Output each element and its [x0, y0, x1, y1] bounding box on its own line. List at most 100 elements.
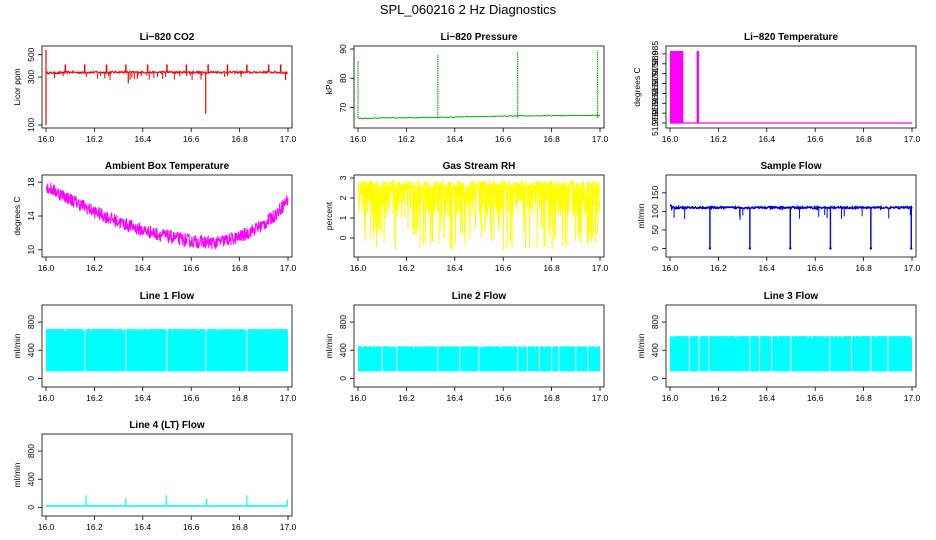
chart-panel-line3: Line 3 Flow 16.0 16.2 16.4 16.6 16.8 17.0 0 400 8…: [624, 287, 924, 403]
y-tick-label: 400: [650, 343, 660, 357]
y-tick-label: 400: [26, 472, 36, 486]
y-axis-label: percent: [324, 201, 334, 230]
chart-svg-co2: Li−820 CO2 16.0 16.2 16.4 16.6 16.8 17.0 100 300…: [12, 32, 297, 144]
data-layer: [46, 329, 288, 372]
dip-point: [869, 247, 873, 250]
chart-svg-line4: Line 4 (LT) Flow 16.0 16.2 16.4 16.6 16.8 17.0…: [12, 420, 297, 532]
x-tick-label: 16.6: [183, 263, 200, 273]
chart-panel-sample: Sample Flow 16.0 16.2 16.4 16.6 16.8 17.0 0 50 10…: [624, 157, 924, 273]
y-axis-label: degrees C: [12, 196, 22, 235]
x-tick-label: 16.4: [447, 263, 464, 273]
y-tick-label: 18: [26, 177, 36, 187]
data-layer: [45, 49, 289, 125]
dip-point: [748, 247, 752, 250]
y-tick-label: 400: [338, 343, 348, 357]
plot-frame: [41, 433, 293, 517]
x-tick-label: 16.2: [86, 393, 103, 403]
x-tick-label: 16.8: [543, 134, 560, 144]
x-tick-label: 16.2: [398, 134, 415, 144]
x-tick-label: 16.8: [231, 393, 248, 403]
x-tick-label: 16.4: [759, 134, 776, 144]
y-tick-label: 51.975: [650, 60, 660, 86]
x-tick-label: 16.8: [855, 263, 872, 273]
x-tick-label: 16.6: [807, 134, 824, 144]
x-tick-label: 17.0: [280, 393, 297, 403]
x-tick-label: 16.0: [662, 263, 679, 273]
data-layer: [45, 182, 289, 250]
chart-svg-temperature: Li−820 Temperature 16.0 16.2 16.4 16.6 16.8 17…: [632, 32, 921, 144]
data-layer: [358, 346, 600, 372]
x-tick-label: 16.0: [662, 393, 679, 403]
y-tick-label: 10: [26, 245, 36, 255]
x-tick-label: 16.4: [447, 393, 464, 403]
chart-title: Sample Flow: [760, 161, 821, 172]
y-axis-label: ml/min: [324, 333, 334, 358]
chart-panel-line1: Line 1 Flow 16.0 16.2 16.4 16.6 16.8 17.0 0 400 8…: [0, 287, 300, 403]
y-axis-label: ml/min: [12, 462, 22, 487]
y-tick-label: 14: [26, 211, 36, 221]
chart-panel-line4: Line 4 (LT) Flow 16.0 16.2 16.4 16.6 16.8 17.0…: [0, 416, 300, 532]
x-tick-label: 16.8: [543, 263, 560, 273]
y-tick-label: 70: [338, 102, 348, 112]
y-tick-label: 0: [26, 376, 36, 381]
x-tick-label: 16.6: [807, 263, 824, 273]
x-tick-label: 16.2: [86, 263, 103, 273]
chart-title: Gas Stream RH: [443, 161, 516, 172]
x-tick-label: 17.0: [904, 263, 921, 273]
x-tick-label: 16.4: [135, 134, 152, 144]
x-tick-label: 17.0: [280, 522, 297, 532]
x-tick-label: 16.4: [759, 263, 776, 273]
x-tick-label: 16.0: [350, 263, 367, 273]
x-tick-label: 16.2: [710, 263, 727, 273]
data-layer: [357, 50, 601, 120]
chart-panel-ambient: Ambient Box Temperature 16.0 16.2 16.4 16.6 1…: [0, 157, 300, 273]
plot-frame: [41, 304, 293, 388]
chart-title: Line 2 Flow: [452, 291, 507, 302]
y-tick-label: 100: [650, 204, 660, 218]
chart-svg-pressure: Li−820 Pressure 16.0 16.2 16.4 16.6 16.8 17.0 7…: [324, 32, 609, 144]
chart-title: Line 3 Flow: [764, 291, 819, 302]
chart-title: Ambient Box Temperature: [105, 161, 230, 172]
y-tick-label: 400: [26, 343, 36, 357]
x-tick-label: 17.0: [592, 393, 609, 403]
x-tick-label: 16.0: [38, 263, 55, 273]
y-tick-label: 80: [338, 73, 348, 83]
plot-frame: [665, 304, 917, 388]
y-tick-label: 100: [26, 118, 36, 132]
plot-frame: [41, 45, 293, 129]
page-title: SPL_060216 2 Hz Diagnostics: [379, 2, 557, 17]
x-tick-label: 16.6: [183, 393, 200, 403]
x-tick-label: 16.6: [183, 522, 200, 532]
x-tick-label: 17.0: [904, 134, 921, 144]
data-layer: [670, 204, 913, 250]
x-tick-label: 17.0: [904, 393, 921, 403]
x-tick-label: 16.6: [183, 134, 200, 144]
plot-frame: [665, 174, 917, 258]
y-tick-label: 51.965: [650, 80, 660, 106]
data-layer: [46, 495, 288, 507]
plot-frame: [353, 174, 605, 258]
y-tick-label: 51.960: [650, 90, 660, 116]
x-tick-label: 16.4: [135, 393, 152, 403]
dip-point: [789, 247, 792, 250]
y-tick-label: 51.970: [650, 70, 660, 96]
y-tick-label: 0: [26, 505, 36, 510]
y-tick-label: 150: [650, 185, 660, 199]
series-line-sample: [670, 204, 913, 212]
x-tick-label: 16.2: [398, 263, 415, 273]
x-tick-label: 16.8: [855, 134, 872, 144]
y-tick-label: 51.950: [650, 110, 660, 136]
x-tick-label: 16.2: [86, 134, 103, 144]
y-tick-label: 800: [338, 315, 348, 329]
x-tick-label: 16.0: [38, 134, 55, 144]
x-tick-label: 16.8: [231, 134, 248, 144]
y-tick-label: 0: [650, 376, 660, 381]
y-tick-label: 0: [338, 376, 348, 381]
chart-panel-pressure: Li−820 Pressure 16.0 16.2 16.4 16.6 16.8 17.0 7…: [312, 28, 612, 144]
x-tick-label: 17.0: [280, 263, 297, 273]
y-axis-label: ml/min: [636, 333, 646, 358]
y-tick-label: 51.980: [650, 51, 660, 77]
chart-svg-line2: Line 2 Flow 16.0 16.2 16.4 16.6 16.8 17.0 0 400 8…: [324, 291, 609, 403]
y-axis-label: Licor ppm: [12, 68, 22, 105]
x-tick-label: 16.6: [495, 263, 512, 273]
